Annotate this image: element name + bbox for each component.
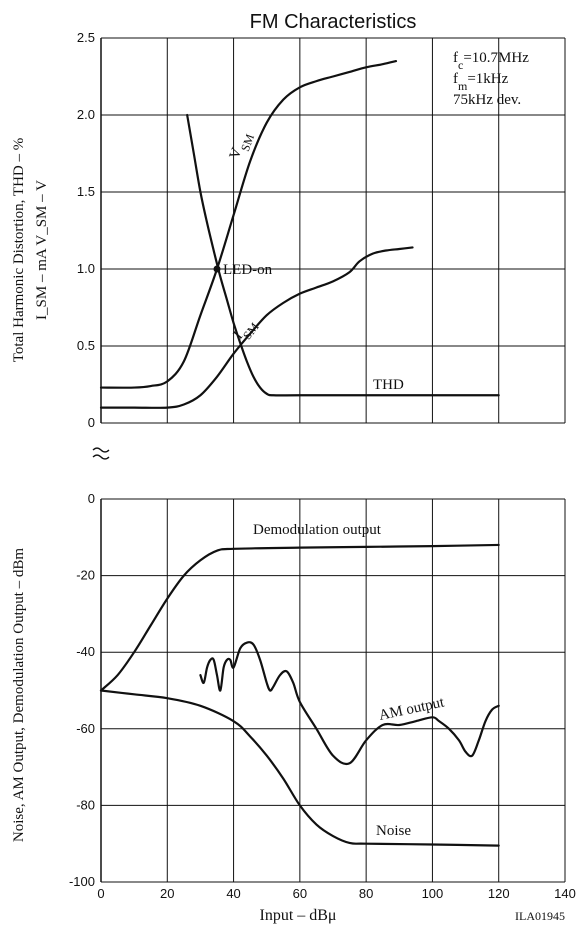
- axis-break-symbol: [92, 447, 110, 460]
- upper-y-axis-label-2: I_SM – mA V_SM – V: [34, 180, 50, 320]
- series-line-thd: [186, 113, 500, 397]
- upper-y-tick-label: 1.5: [77, 184, 95, 199]
- upper-series: [99, 60, 500, 409]
- upper-y-axis-label: Total Harmonic Distortion, THD – %: [11, 138, 27, 362]
- lower-y-axis-label-text: Noise, AM Output, Demodulation Output – …: [11, 548, 27, 842]
- lower-y-tick-label: -20: [76, 568, 95, 583]
- series-line-am-output: [199, 641, 500, 766]
- x-tick-label: 140: [554, 886, 576, 901]
- upper-y-tick-label: 0.5: [77, 338, 95, 353]
- x-tick-label: 80: [359, 886, 373, 901]
- x-axis-label: Input – dBμ: [259, 907, 336, 924]
- y-tick-labels: 2.5 2.0 1.5 1.0 0.5 0 0 -20 -40 -60 -80 -100: [69, 30, 95, 889]
- figure-id: ILA01945: [515, 909, 565, 923]
- lower-y-tick-label: -80: [76, 797, 95, 812]
- x-tick-label: 120: [488, 886, 510, 901]
- x-tick-label: 20: [160, 886, 174, 901]
- series-labels: VSM ISM THD Demodulation output AM outpu…: [227, 129, 447, 839]
- series-line-demodulation-output: [99, 543, 500, 692]
- lower-y-tick-label: 0: [88, 491, 95, 506]
- grid-lines: [100, 37, 566, 883]
- lower-y-tick-label: -60: [76, 721, 95, 736]
- led-on-marker: LED-on: [213, 262, 273, 278]
- series-line-i-sm: [99, 246, 414, 409]
- lower-y-tick-label: -100: [69, 874, 95, 889]
- x-tick-label: 40: [226, 886, 240, 901]
- conditions-annotation: fc=10.7MHz fm=1kHz 75kHz dev.: [453, 50, 529, 108]
- noise-label: Noise: [376, 823, 411, 839]
- vsm-label-text: VSM: [227, 129, 257, 163]
- led-on-label: LED-on: [223, 262, 273, 278]
- fm-annotation: fm=1kHz: [453, 71, 509, 93]
- x-tick-label: 100: [422, 886, 444, 901]
- upper-y-axis-label-line1: Total Harmonic Distortion, THD – %: [11, 138, 27, 362]
- chart-title: FM Characteristics: [250, 11, 417, 33]
- ism-label-text: ISM: [231, 315, 262, 346]
- upper-y-tick-label: 2.5: [77, 30, 95, 45]
- upper-y-tick-label: 2.0: [77, 107, 95, 122]
- upper-y-tick-label: 0: [88, 415, 95, 430]
- series-line-v-sm: [99, 60, 398, 389]
- fc-annotation: fc=10.7MHz: [453, 50, 529, 72]
- upper-y-tick-label: 1.0: [77, 261, 95, 276]
- lower-series: [99, 543, 500, 847]
- vsm-label: VSM: [227, 129, 257, 163]
- lower-y-tick-label: -40: [76, 644, 95, 659]
- x-tick-label: 60: [293, 886, 307, 901]
- demodulation-output-label: Demodulation output: [253, 522, 382, 538]
- upper-y-axis-label-line2: I_SM – mA V_SM – V: [34, 180, 50, 320]
- series-line-noise: [99, 689, 500, 847]
- led-on-dot: [213, 265, 221, 273]
- x-tick-labels: 0 20 40 60 80 100 120 140: [97, 886, 575, 901]
- dev-annotation: 75kHz dev.: [453, 92, 521, 108]
- lower-y-axis-label: Noise, AM Output, Demodulation Output – …: [11, 548, 27, 842]
- x-tick-label: 0: [97, 886, 104, 901]
- ism-label: ISM: [231, 315, 262, 346]
- thd-label: THD: [373, 377, 404, 393]
